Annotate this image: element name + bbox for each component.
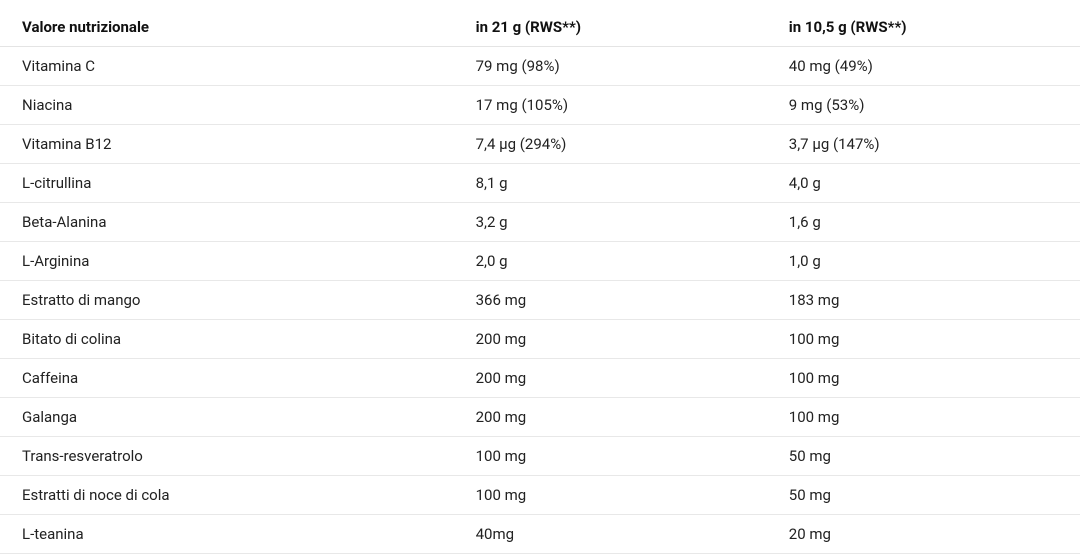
cell-21g: 200 mg	[454, 398, 767, 437]
cell-10-5g: 100 mg	[767, 320, 1080, 359]
cell-10-5g: 1,6 g	[767, 203, 1080, 242]
cell-21g: 100 mg	[454, 437, 767, 476]
cell-21g: 200 mg	[454, 359, 767, 398]
table-row: Niacina 17 mg (105%) 9 mg (53%)	[0, 86, 1080, 125]
cell-name: Estratti di noce di cola	[0, 476, 454, 515]
cell-name: L-teanina	[0, 515, 454, 554]
cell-10-5g: 50 mg	[767, 476, 1080, 515]
cell-21g: 79 mg (98%)	[454, 47, 767, 86]
col-header-21g: in 21 g (RWS**)	[454, 6, 767, 47]
nutrition-table-container: Valore nutrizionale in 21 g (RWS**) in 1…	[0, 0, 1080, 554]
cell-name: Vitamina C	[0, 47, 454, 86]
table-row: Vitamina B12 7,4 µg (294%) 3,7 µg (147%)	[0, 125, 1080, 164]
table-header-row: Valore nutrizionale in 21 g (RWS**) in 1…	[0, 6, 1080, 47]
cell-21g: 8,1 g	[454, 164, 767, 203]
cell-10-5g: 20 mg	[767, 515, 1080, 554]
cell-10-5g: 40 mg (49%)	[767, 47, 1080, 86]
table-row: Galanga 200 mg 100 mg	[0, 398, 1080, 437]
cell-name: Niacina	[0, 86, 454, 125]
table-row: Beta-Alanina 3,2 g 1,6 g	[0, 203, 1080, 242]
cell-21g: 7,4 µg (294%)	[454, 125, 767, 164]
cell-21g: 366 mg	[454, 281, 767, 320]
cell-21g: 200 mg	[454, 320, 767, 359]
cell-name: L-Arginina	[0, 242, 454, 281]
cell-10-5g: 100 mg	[767, 398, 1080, 437]
cell-21g: 17 mg (105%)	[454, 86, 767, 125]
cell-10-5g: 183 mg	[767, 281, 1080, 320]
table-body: Vitamina C 79 mg (98%) 40 mg (49%) Niaci…	[0, 47, 1080, 554]
cell-10-5g: 1,0 g	[767, 242, 1080, 281]
table-row: Bitato di colina 200 mg 100 mg	[0, 320, 1080, 359]
cell-name: Estratto di mango	[0, 281, 454, 320]
cell-name: Vitamina B12	[0, 125, 454, 164]
cell-name: Beta-Alanina	[0, 203, 454, 242]
cell-10-5g: 9 mg (53%)	[767, 86, 1080, 125]
col-header-10-5g: in 10,5 g (RWS**)	[767, 6, 1080, 47]
cell-10-5g: 4,0 g	[767, 164, 1080, 203]
table-row: Caffeina 200 mg 100 mg	[0, 359, 1080, 398]
cell-10-5g: 50 mg	[767, 437, 1080, 476]
nutrition-table: Valore nutrizionale in 21 g (RWS**) in 1…	[0, 6, 1080, 554]
table-row: Estratto di mango 366 mg 183 mg	[0, 281, 1080, 320]
cell-name: Galanga	[0, 398, 454, 437]
table-row: L-teanina 40mg 20 mg	[0, 515, 1080, 554]
table-row: L-Arginina 2,0 g 1,0 g	[0, 242, 1080, 281]
cell-21g: 3,2 g	[454, 203, 767, 242]
cell-name: L-citrullina	[0, 164, 454, 203]
table-row: Trans-resveratrolo 100 mg 50 mg	[0, 437, 1080, 476]
cell-name: Trans-resveratrolo	[0, 437, 454, 476]
cell-21g: 40mg	[454, 515, 767, 554]
table-row: Estratti di noce di cola 100 mg 50 mg	[0, 476, 1080, 515]
cell-10-5g: 3,7 µg (147%)	[767, 125, 1080, 164]
table-row: L-citrullina 8,1 g 4,0 g	[0, 164, 1080, 203]
col-header-name: Valore nutrizionale	[0, 6, 454, 47]
cell-21g: 2,0 g	[454, 242, 767, 281]
cell-name: Bitato di colina	[0, 320, 454, 359]
table-row: Vitamina C 79 mg (98%) 40 mg (49%)	[0, 47, 1080, 86]
cell-name: Caffeina	[0, 359, 454, 398]
cell-10-5g: 100 mg	[767, 359, 1080, 398]
cell-21g: 100 mg	[454, 476, 767, 515]
